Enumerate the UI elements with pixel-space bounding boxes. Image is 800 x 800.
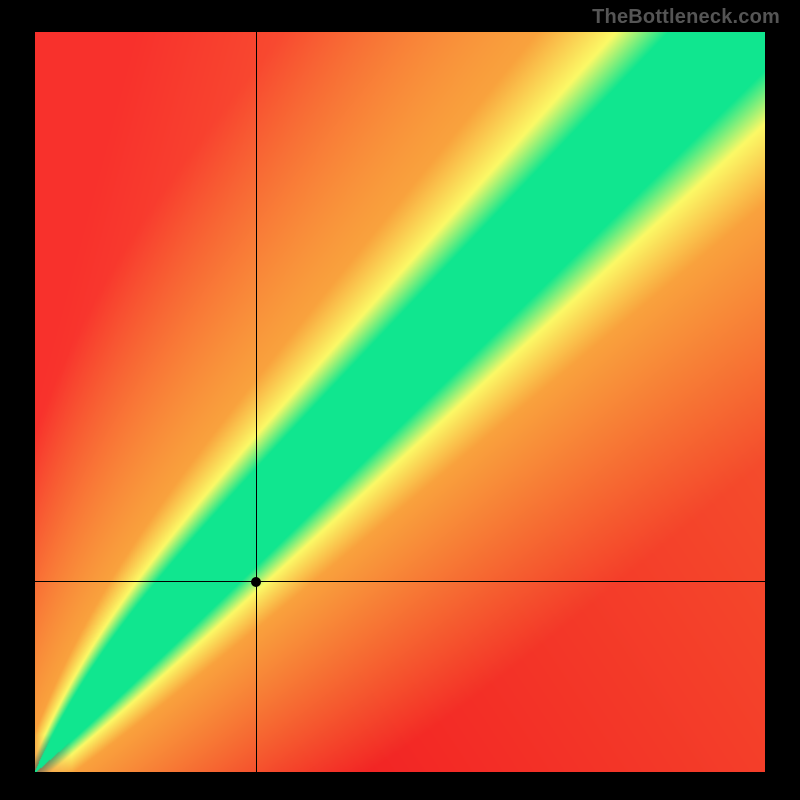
watermark-text: TheBottleneck.com — [592, 6, 780, 29]
crosshair-vertical — [256, 32, 257, 772]
crosshair-horizontal — [35, 581, 765, 582]
heatmap-canvas — [35, 32, 765, 772]
heatmap-plot-area — [35, 32, 765, 772]
chart-container: TheBottleneck.com — [0, 0, 800, 800]
crosshair-marker — [251, 577, 261, 587]
